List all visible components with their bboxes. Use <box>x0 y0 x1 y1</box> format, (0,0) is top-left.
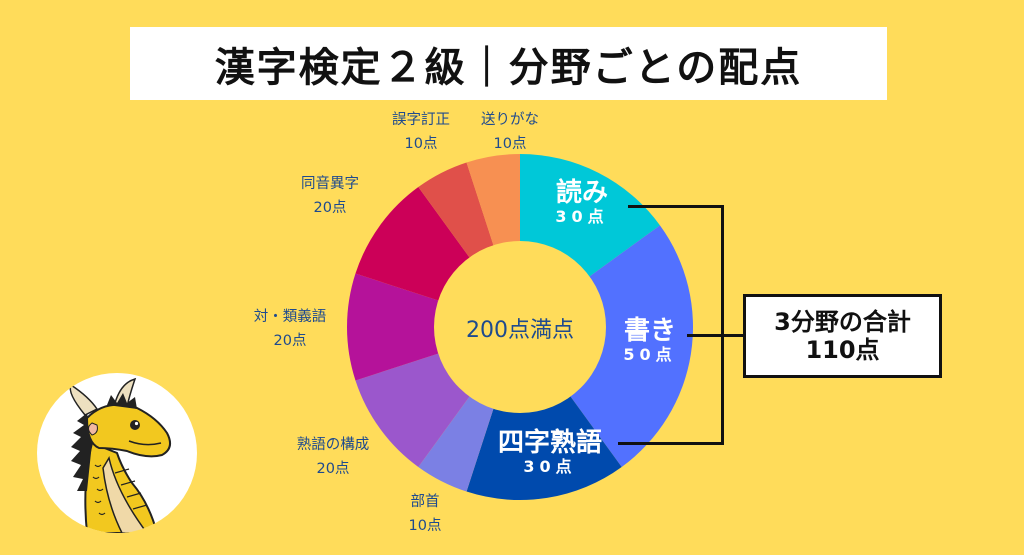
segment-label-outside: 誤字訂正 10点 <box>392 108 450 156</box>
summary-box: 3分野の合計 110点 <box>743 294 942 378</box>
segment-points: 30点 <box>555 207 609 226</box>
segment-name: 対・類義語 <box>253 309 327 325</box>
segment-name: 読み <box>555 178 608 208</box>
bracket-line-yoji <box>618 442 724 445</box>
bracket-line-reading <box>628 205 724 208</box>
segment-points: 10点 <box>408 518 442 534</box>
segment-name: 同音異字 <box>301 176 359 192</box>
segment-label-outside: 対・類義語 20点 <box>254 305 327 353</box>
segment-name: 熟語の構成 <box>296 437 370 453</box>
avatar <box>37 373 197 533</box>
chart-title: 漢字検定２級｜分野ごとの配点 <box>214 44 803 91</box>
summary-line1: 3分野の合計 <box>774 308 911 336</box>
segment-name: 部首 <box>410 494 440 510</box>
segment-label-outside: 同音異字 20点 <box>301 172 359 220</box>
donut-hole <box>434 241 606 413</box>
segment-label-inside: 読み 30点 <box>555 178 608 226</box>
segment-name: 誤字訂正 <box>392 112 450 128</box>
segment-label-outside: 送りがな 10点 <box>481 108 539 156</box>
segment-name: 書き <box>623 316 676 346</box>
total-label: 200点満点 <box>466 318 574 343</box>
segment-points: 20点 <box>273 333 307 349</box>
title-banner: 漢字検定２級｜分野ごとの配点 <box>130 27 887 100</box>
segment-label-inside: 四字熟語 30点 <box>498 428 602 476</box>
segment-points: 20点 <box>313 200 347 216</box>
donut-segment <box>347 273 520 381</box>
dragon-mascot-icon <box>69 377 172 533</box>
segment-points: 20点 <box>316 461 350 477</box>
segment-points: 10点 <box>493 136 527 152</box>
segment-label-outside: 部首 10点 <box>409 490 442 538</box>
segment-label-outside: 熟語の構成 20点 <box>297 433 370 481</box>
segment-name: 四字熟語 <box>497 428 603 458</box>
segment-points: 50点 <box>623 345 677 364</box>
bracket-vertical <box>721 205 724 445</box>
donut-segment <box>466 327 622 501</box>
summary-line2: 110点 <box>805 336 880 364</box>
segment-label-inside: 書き 50点 <box>623 316 676 364</box>
segment-points: 10点 <box>404 136 438 152</box>
bracket-line-writing <box>687 334 743 337</box>
donut-segment <box>520 225 693 467</box>
segment-name: 送りがな <box>481 112 539 128</box>
segment-points: 30点 <box>523 457 577 476</box>
